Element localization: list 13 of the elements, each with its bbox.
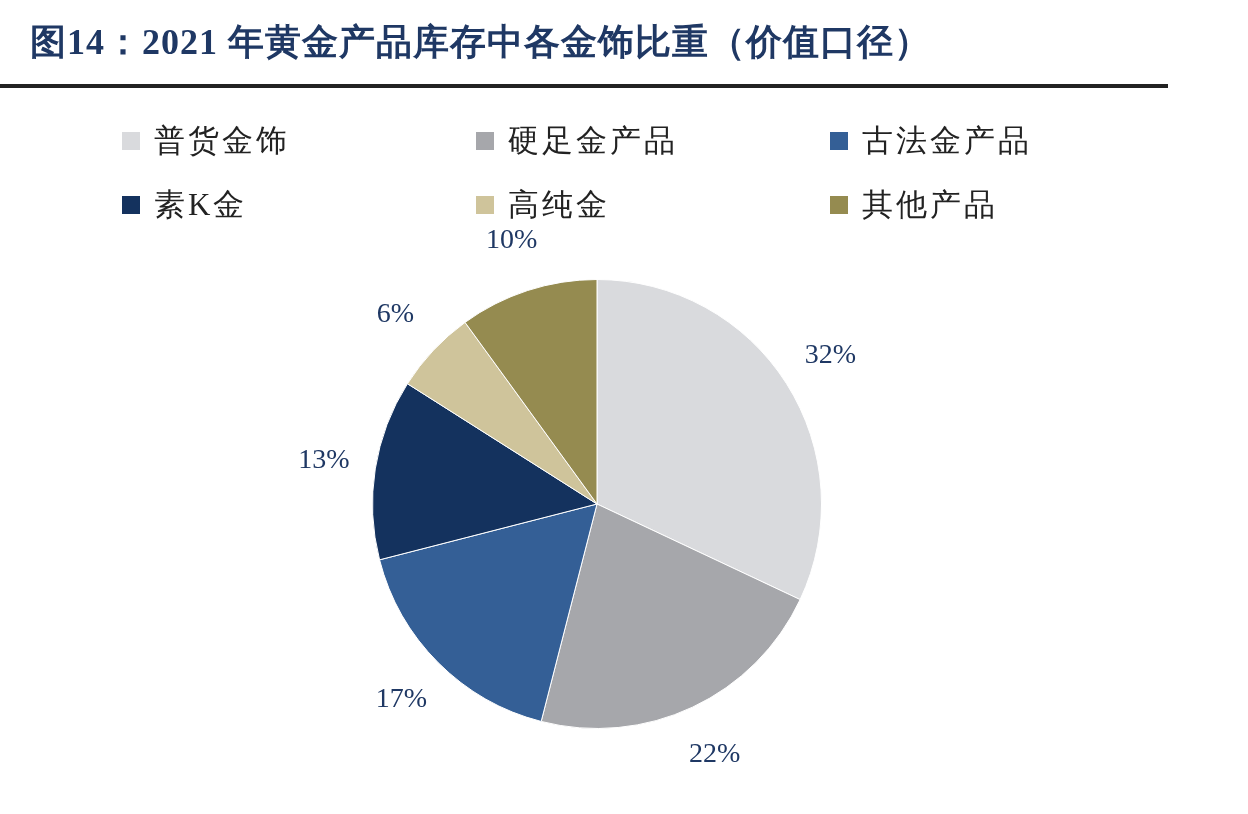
legend-label: 高纯金: [508, 187, 610, 222]
legend-label: 素K金: [154, 186, 248, 224]
legend-label: 普货金饰: [154, 122, 290, 160]
data-label: 6%: [376, 297, 415, 329]
data-label: 17%: [375, 681, 428, 713]
legend-label: 硬足金产品: [508, 122, 678, 160]
data-label: 22%: [689, 736, 741, 768]
data-label: 13%: [298, 443, 350, 475]
data-label: 10%: [485, 223, 538, 255]
legend-label: 古法金产品: [862, 122, 1032, 160]
chart-title: 图14：2021 年黄金产品库存中各金饰比重（价值口径）: [30, 21, 931, 64]
legend-label: 其他产品: [862, 186, 998, 224]
data-label: 32%: [804, 338, 857, 370]
